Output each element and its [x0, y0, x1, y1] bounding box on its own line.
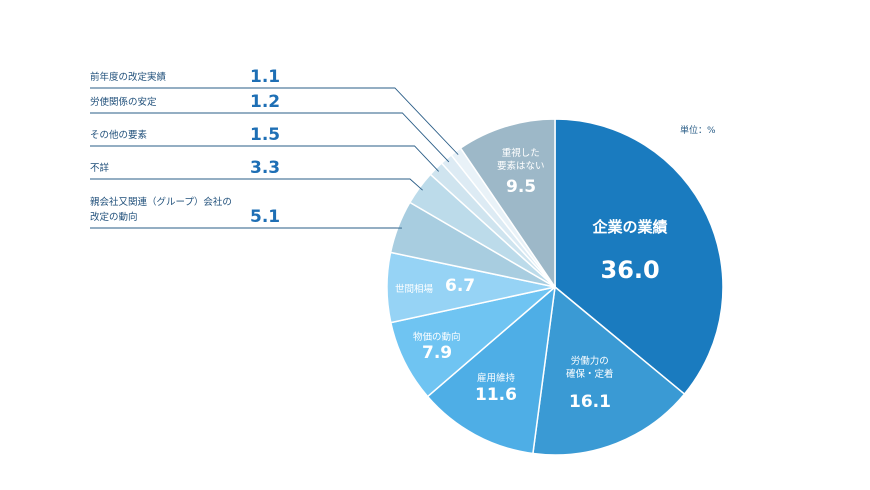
slice-value-label: 36.0 [600, 256, 660, 284]
slice-category-label: 不詳 [90, 163, 110, 174]
slice-category-label: 労使関係の安定 [90, 97, 157, 108]
leader-line [90, 178, 423, 191]
pie-slice [459, 118, 556, 290]
slice-category-label: 前年度の改定実績 [90, 72, 167, 83]
leader-line [90, 87, 459, 155]
slice-category-label: 企業の業績 [592, 217, 668, 236]
slice-category-label: 雇用維持 [477, 372, 516, 384]
slice-category-label: 親会社又関連（グループ）会社の 改定の動向 [90, 197, 232, 223]
pie-slice [532, 285, 686, 456]
slice-category-label: 世間相場 [395, 284, 434, 295]
slice-category-label: その他の要素 [90, 130, 148, 141]
pie-slice [554, 118, 724, 396]
leader-line [90, 112, 450, 163]
slice-value-label: 9.5 [506, 177, 537, 197]
pie-slice [426, 285, 557, 455]
slice-value-label: 6.7 [445, 276, 476, 296]
slice-category-label: 物価の動向 [413, 331, 461, 343]
slice-category-label: 労働力の 確保・定着 [566, 356, 614, 380]
unit-label: 単位：% [680, 126, 716, 136]
leader-line [90, 145, 439, 172]
slice-value-label: 11.6 [475, 385, 517, 405]
slice-value-label: 5.1 [250, 207, 281, 227]
slice-value-label: 1.5 [250, 125, 281, 145]
slice-value-label: 3.3 [250, 158, 281, 178]
slice-value-label: 1.2 [250, 92, 281, 112]
slice-value-label: 16.1 [569, 392, 611, 412]
slice-value-label: 7.9 [422, 343, 453, 363]
slice-value-label: 1.1 [250, 67, 281, 87]
slice-category-label: 重視した 要素はない [497, 148, 545, 172]
